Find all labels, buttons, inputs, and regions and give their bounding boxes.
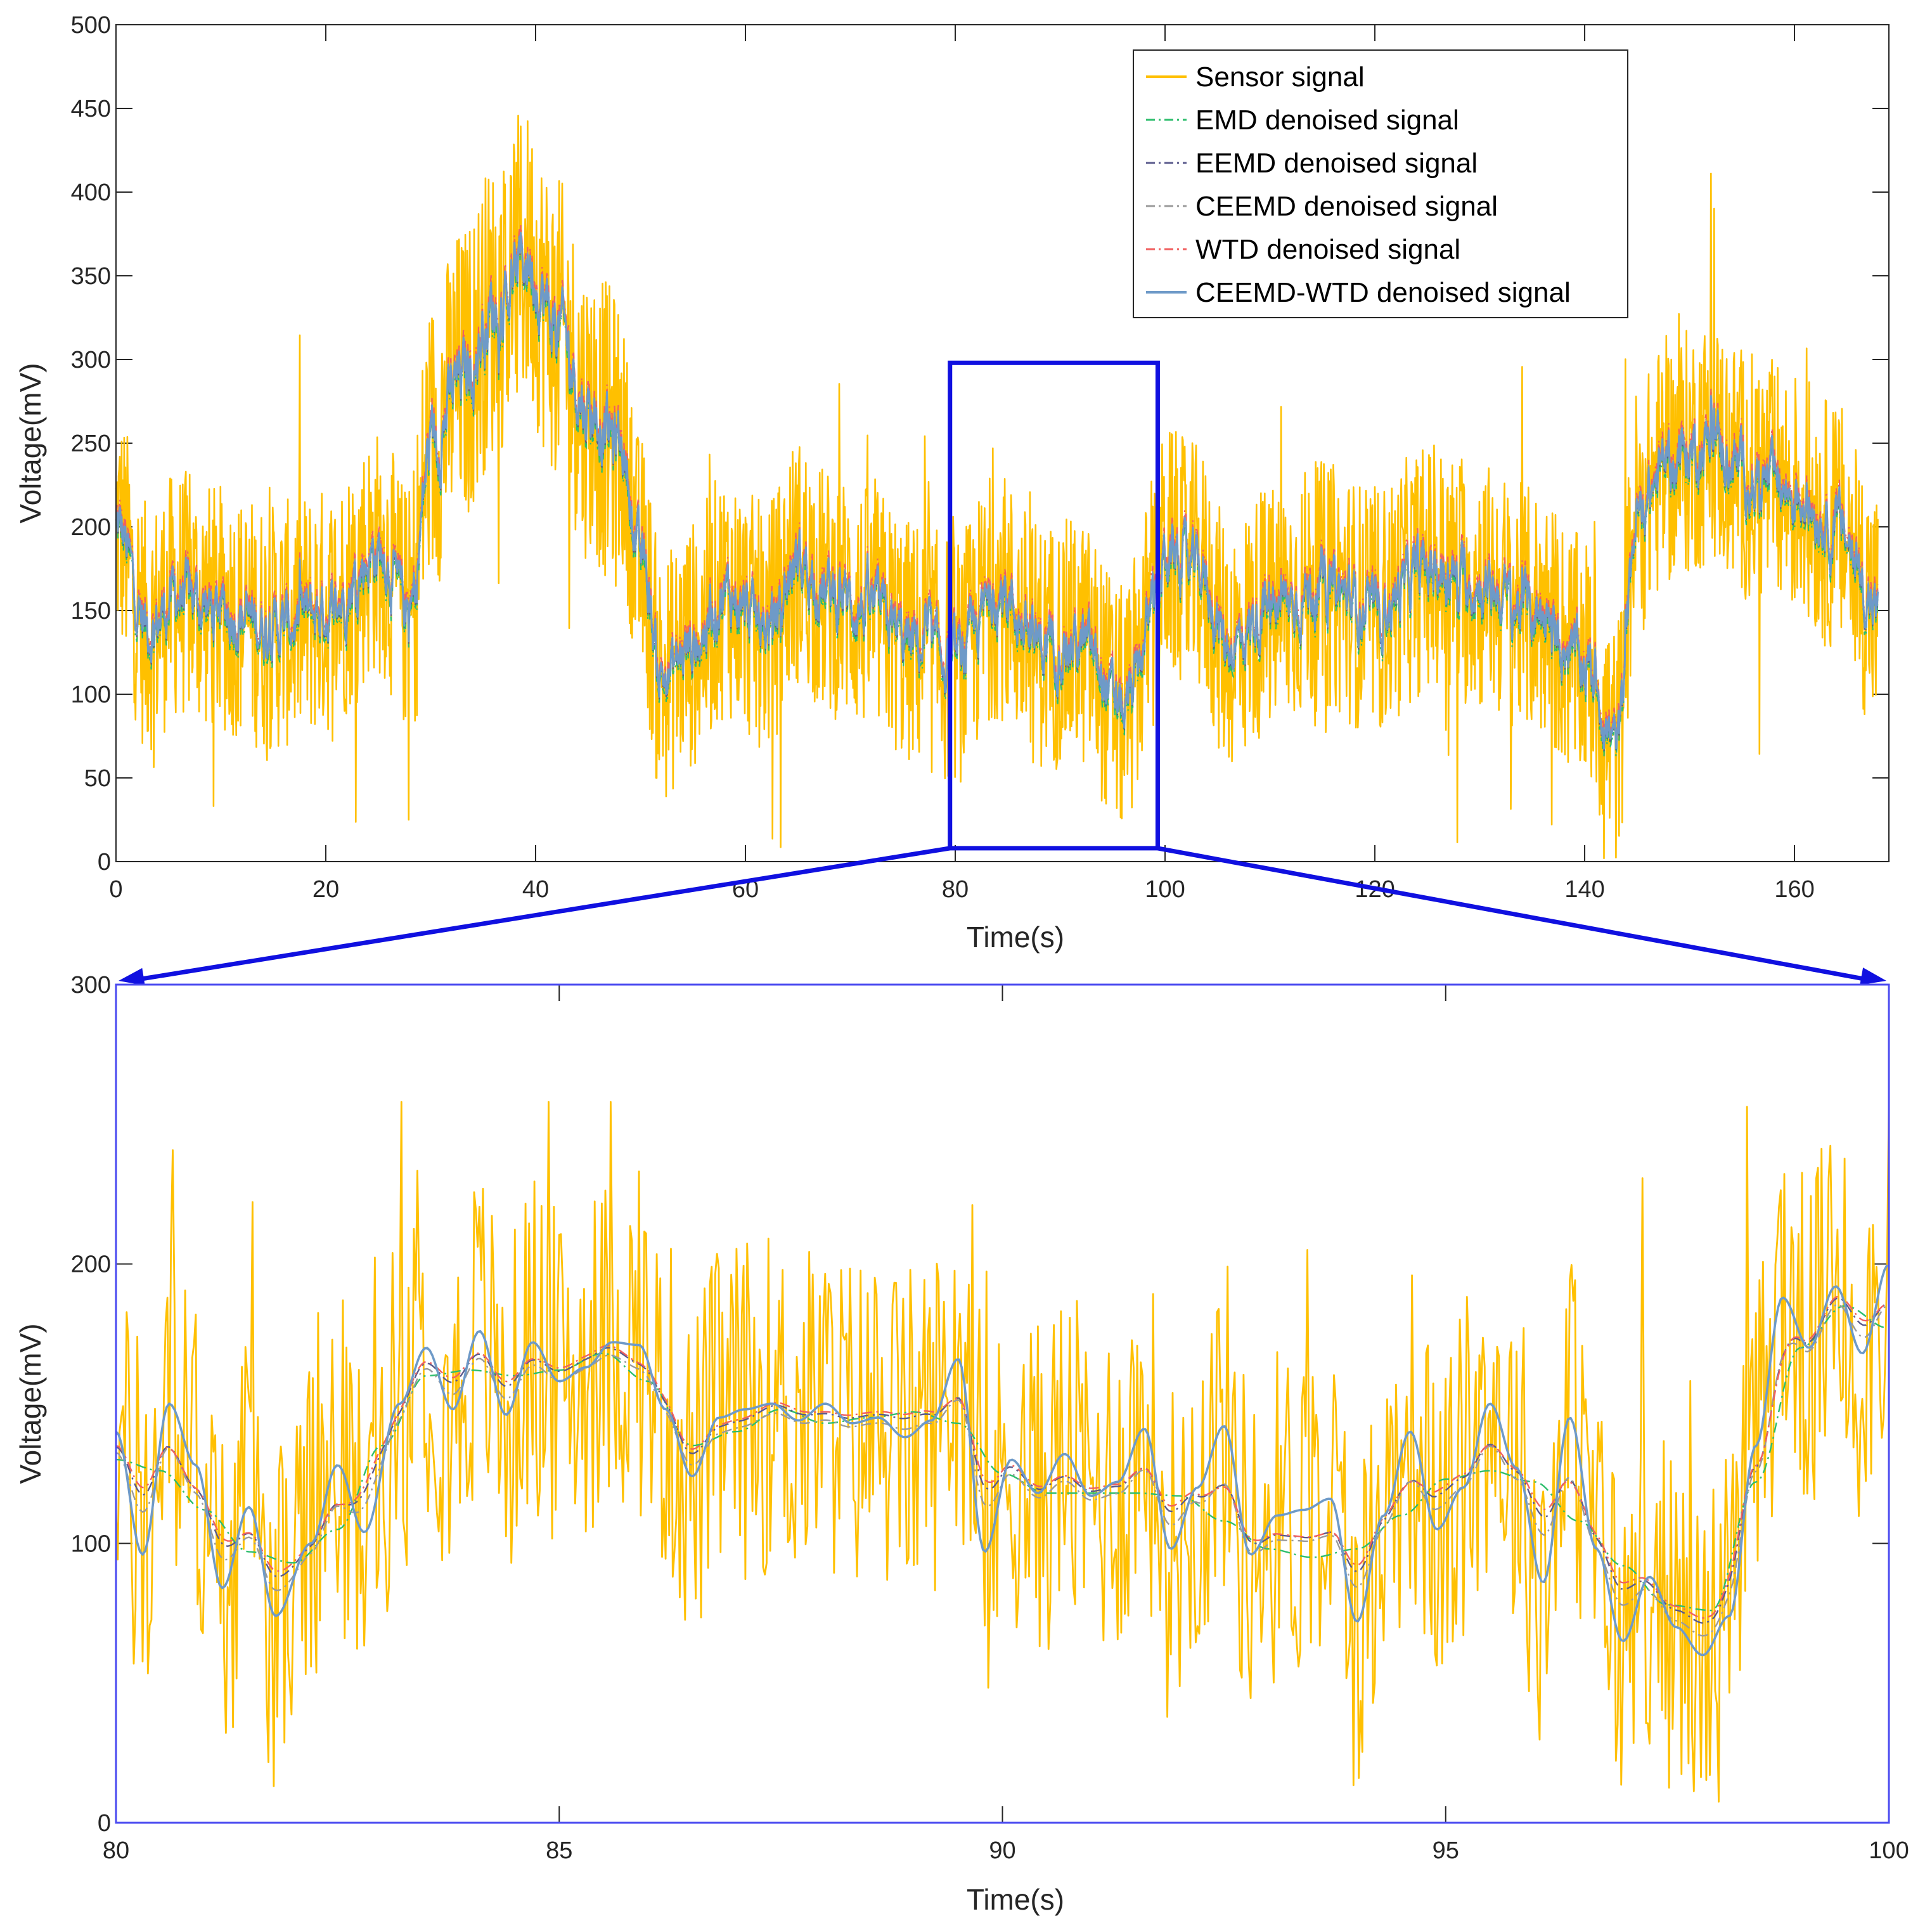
bottom-y-tick-label: 100	[71, 1530, 111, 1557]
top-y-tick-label: 450	[71, 96, 111, 122]
top-x-tick-label: 140	[1564, 876, 1604, 903]
top-x-tick-label: 40	[522, 876, 549, 903]
legend-label-eemd: EEMD denoised signal	[1195, 148, 1478, 179]
legend: Sensor signal EMD denoised signal EEMD d…	[1133, 49, 1628, 318]
top-y-tick-label: 400	[71, 179, 111, 206]
bottom-y-axis-title: Voltage(mV)	[14, 1323, 47, 1484]
top-plot-frame	[115, 24, 1890, 862]
legend-box	[1133, 49, 1628, 318]
bottom-x-tick-label: 90	[989, 1837, 1015, 1864]
top-x-tick-label: 20	[312, 876, 339, 903]
top-tick-labels: 0204060801001201401600501001502002503003…	[71, 12, 1815, 903]
top-y-tick-label: 150	[71, 598, 111, 624]
bottom-x-axis-title: Time(s)	[967, 1883, 1064, 1916]
zoom-region-box	[948, 360, 1160, 851]
ceemd-wtd-denoised-line	[115, 231, 1879, 750]
sensor-signal-line	[115, 114, 1879, 859]
zoom-emd-denoised-line	[115, 1305, 1888, 1612]
bottom-x-tick-label: 80	[103, 1837, 129, 1864]
legend-label-sensor: Sensor signal	[1195, 61, 1365, 93]
top-x-tick-label: 100	[1145, 876, 1185, 903]
top-y-axis-title: Voltage(mV)	[14, 363, 47, 523]
top-x-tick-label: 160	[1774, 876, 1814, 903]
top-y-tick-label: 0	[98, 849, 111, 876]
bottom-tick-labels: 80 85 90 95 100 0 100 200 300	[71, 972, 1909, 1864]
top-x-tick-label: 80	[942, 876, 969, 903]
top-y-tick-label: 100	[71, 682, 111, 708]
zoom-arrow-right	[1157, 846, 1868, 982]
legend-entry-ceemd: CEEMD denoised signal	[1146, 191, 1498, 222]
zoom-connector-arrows	[119, 846, 1886, 986]
top-y-tick-label: 50	[84, 765, 111, 792]
bottom-y-tick-label: 200	[71, 1252, 111, 1278]
top-plot-series	[115, 114, 1879, 859]
legend-label-ceemd-wtd: CEEMD-WTD denoised signal	[1195, 277, 1571, 308]
top-y-tick-label: 500	[71, 12, 111, 39]
legend-entry-eemd: EEMD denoised signal	[1146, 148, 1478, 179]
top-x-tick-label: 0	[109, 876, 122, 903]
zoom-wtd-denoised-line	[115, 1295, 1888, 1619]
top-plot-panel: 0204060801001201401600501001502002503003…	[14, 12, 1890, 954]
legend-label-ceemd: CEEMD denoised signal	[1195, 191, 1498, 222]
top-y-tick-label: 250	[71, 430, 111, 457]
top-y-tick-label: 300	[71, 347, 111, 373]
zoomed-plot-panel: 80 85 90 95 100 0 100 200 300 Time(s) Voltage(mV…	[14, 972, 1909, 1916]
zoomed-plot-frame	[115, 983, 1890, 1824]
legend-entry-ceemd-wtd: CEEMD-WTD denoised signal	[1146, 277, 1571, 308]
bottom-y-tick-label: 300	[71, 972, 111, 999]
legend-label-wtd: WTD denoised signal	[1195, 234, 1460, 265]
zoom-eemd-denoised-line	[115, 1297, 1888, 1624]
legend-entry-emd: EMD denoised signal	[1146, 105, 1459, 136]
bottom-x-tick-label: 100	[1869, 1837, 1909, 1864]
top-y-tick-label: 200	[71, 514, 111, 541]
top-x-axis-title: Time(s)	[967, 921, 1064, 954]
legend-label-emd: EMD denoised signal	[1195, 105, 1459, 136]
zoom-arrowhead-right	[1860, 967, 1886, 985]
zoom-arrow-left	[137, 846, 951, 982]
legend-entry-sensor: Sensor signal	[1146, 61, 1365, 93]
zoom-ceemd-wtd-denoised-line	[115, 1264, 1888, 1657]
zoom-arrowhead-left	[119, 967, 145, 986]
bottom-x-tick-label: 85	[546, 1837, 572, 1864]
bottom-y-tick-label: 0	[98, 1810, 111, 1837]
bottom-x-tick-label: 95	[1433, 1837, 1459, 1864]
top-y-tick-label: 350	[71, 263, 111, 290]
bottom-plot-series	[115, 1101, 1890, 1803]
legend-entry-wtd: WTD denoised signal	[1146, 234, 1460, 265]
